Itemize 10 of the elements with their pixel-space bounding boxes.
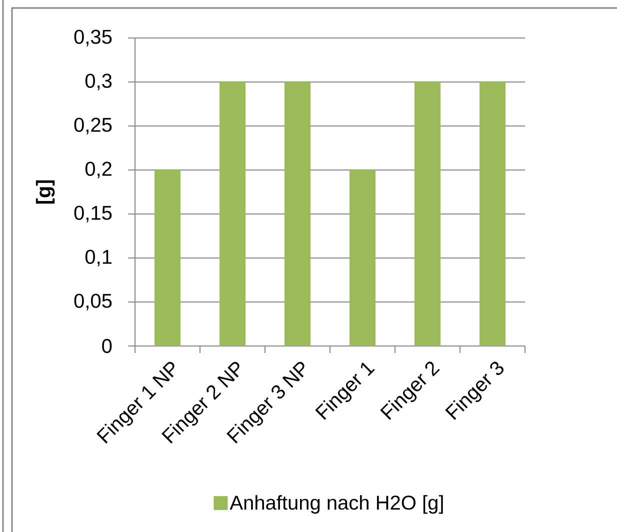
y-tick-label: 0,2	[85, 162, 112, 178]
y-tick-label: 0,15	[74, 206, 112, 222]
y-tick-label: 0,25	[74, 118, 112, 134]
y-tick-label: 0	[102, 338, 112, 354]
y-tick-label: 0,05	[74, 294, 112, 310]
y-tick-label: 0,1	[85, 250, 112, 266]
y-tick-label: 0,3	[85, 74, 112, 90]
y-axis-title: [g]	[36, 180, 55, 204]
y-tick-label: 0,35	[74, 30, 112, 46]
legend-label: Anhaftung nach H2O [g]	[230, 495, 443, 514]
